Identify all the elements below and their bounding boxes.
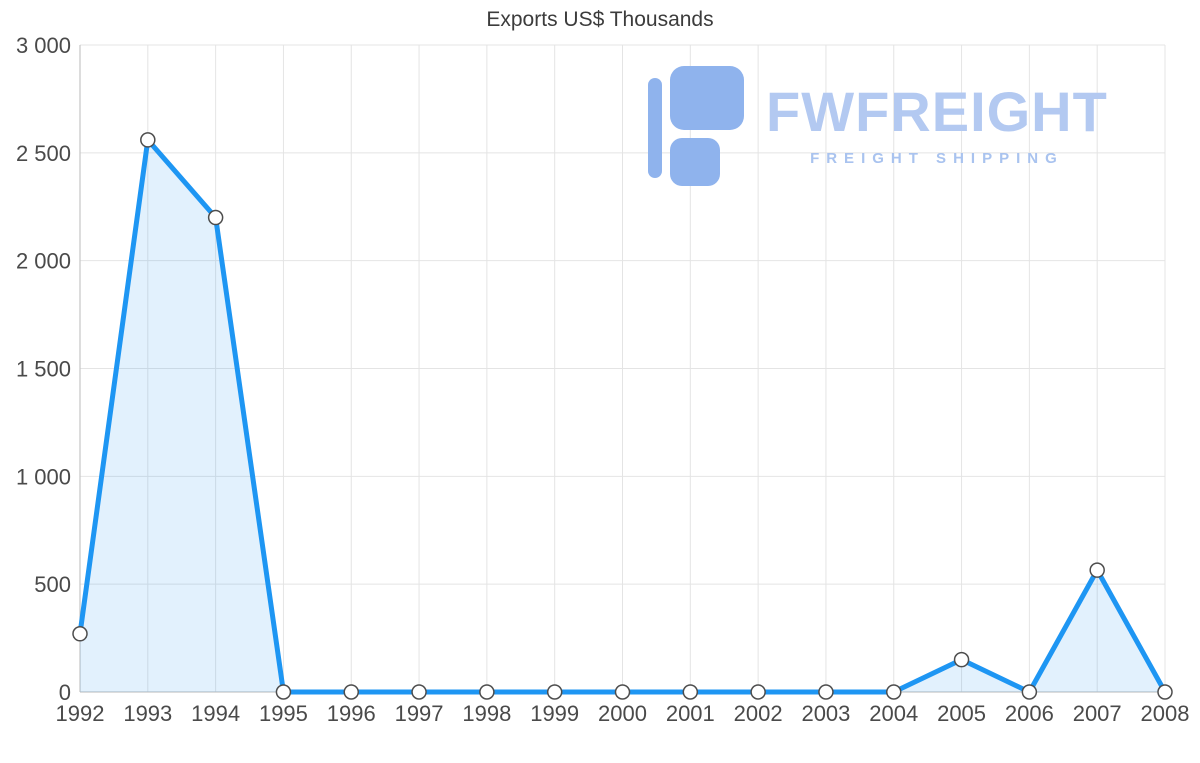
y-tick-label: 500 xyxy=(34,572,71,597)
chart-title: Exports US$ Thousands xyxy=(486,8,714,31)
data-point-marker xyxy=(72,626,88,642)
x-tick-label: 1992 xyxy=(56,701,105,726)
x-tick-label: 2002 xyxy=(734,701,783,726)
data-point-marker xyxy=(1021,684,1038,700)
x-tick-label: 1996 xyxy=(327,701,376,726)
x-tick-label: 2006 xyxy=(1005,701,1054,726)
x-tick-label: 1994 xyxy=(191,701,240,726)
data-point-marker xyxy=(818,684,834,700)
data-point-marker xyxy=(886,684,902,700)
data-point-marker xyxy=(1157,684,1173,700)
data-point-marker xyxy=(207,209,224,226)
y-tick-label: 1 000 xyxy=(16,464,71,489)
x-tick-label: 1995 xyxy=(259,701,308,726)
y-tick-label: 2 000 xyxy=(16,249,71,274)
data-point-marker xyxy=(546,684,563,700)
x-tick-label: 1998 xyxy=(462,701,511,726)
data-point-marker xyxy=(411,684,427,700)
y-tick-label: 0 xyxy=(59,680,71,705)
data-point-marker xyxy=(750,684,766,700)
x-tick-label: 2008 xyxy=(1141,701,1190,726)
data-point-marker xyxy=(140,132,156,148)
data-point-marker xyxy=(479,684,495,700)
data-point-marker xyxy=(343,684,359,700)
x-tick-label: 2007 xyxy=(1073,701,1122,726)
x-tick-label: 2005 xyxy=(937,701,986,726)
x-tick-label: 2004 xyxy=(869,701,918,726)
x-tick-label: 1999 xyxy=(530,701,579,726)
data-point-marker xyxy=(682,684,699,700)
y-tick-label: 1 500 xyxy=(16,357,71,382)
data-point-marker xyxy=(614,684,631,700)
x-tick-label: 2000 xyxy=(598,701,647,726)
x-tick-label: 2003 xyxy=(801,701,850,726)
series-area-fill xyxy=(80,139,1165,693)
y-tick-label: 3 000 xyxy=(16,33,71,58)
x-tick-label: 1993 xyxy=(123,701,172,726)
x-tick-label: 1997 xyxy=(395,701,444,726)
data-point-marker xyxy=(275,684,292,700)
data-point-marker xyxy=(953,651,970,668)
x-tick-label: 2001 xyxy=(666,701,715,726)
data-point-marker xyxy=(1089,562,1105,578)
y-tick-label: 2 500 xyxy=(16,141,71,166)
